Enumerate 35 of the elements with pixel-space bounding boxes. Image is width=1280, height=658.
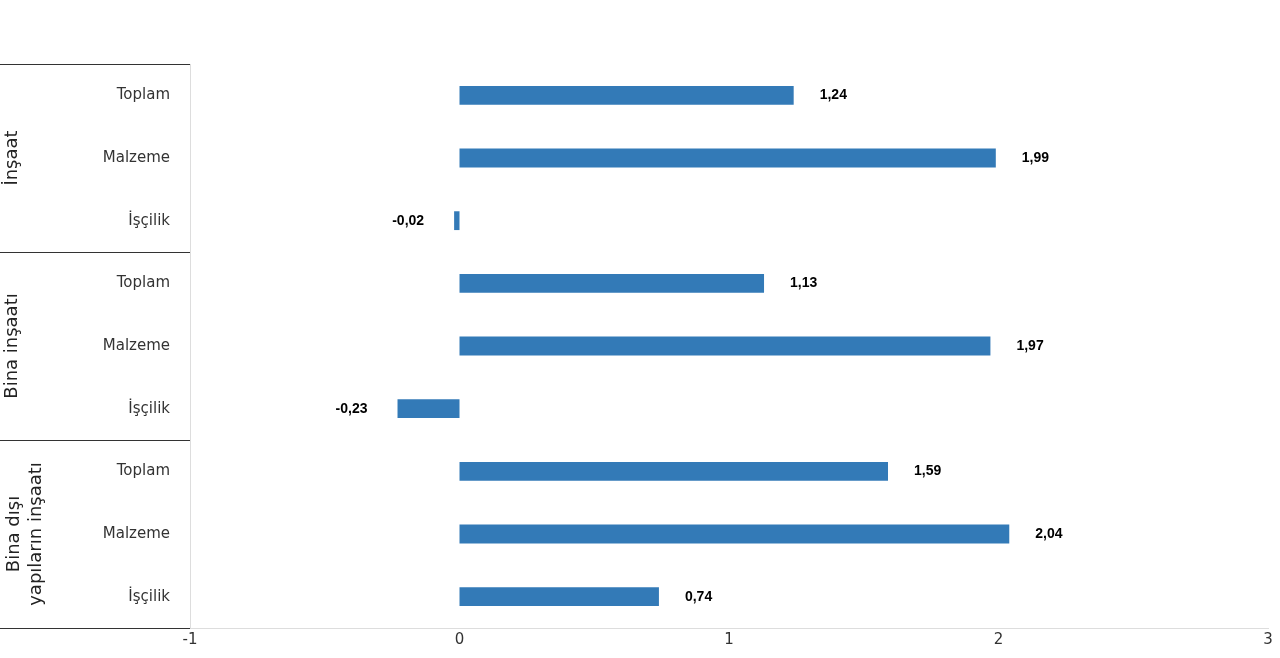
bar [454,211,460,231]
data-label: -0,23 [335,399,368,416]
data-label: 0,74 [684,587,713,604]
y-tick-label: Malzeme [102,335,170,354]
bar [459,461,889,481]
y-tick-label: Toplam [115,273,170,292]
y-tick-label: İşçilik [128,397,171,417]
y-tick-label: İşçilik [128,585,171,605]
y-tick-label: Toplam [115,461,170,480]
bar [459,336,991,356]
data-label: 2,04 [1035,524,1063,541]
x-tick-label: 2 [993,629,1004,648]
bar [459,524,1010,544]
bar [459,148,996,168]
data-label: 1,24 [819,86,848,103]
text: Bina inşaatı [0,293,21,399]
data-label: 1,59 [914,462,942,479]
bar [397,399,460,419]
y-tick-label: İşçilik [128,209,171,229]
data-label: 1,13 [790,274,818,291]
x-tick-label: 1 [724,629,734,648]
x-tick-label: -1 [182,629,198,648]
y-tick-label: Toplam [115,85,170,104]
y-tick-label: Malzeme [102,147,170,166]
text: İnşaat [0,130,21,186]
bar [459,587,659,607]
x-tick-label: 3 [1263,629,1273,648]
bar [459,273,765,293]
y-tick-label: Malzeme [102,523,170,542]
bar [459,85,794,105]
data-label: 1,99 [1021,148,1050,165]
x-tick-label: 0 [454,629,465,648]
text: Bina dışı yapıların inşaatı [1,462,45,606]
data-label: -0,02 [392,211,425,228]
data-label: 1,97 [1016,336,1044,353]
